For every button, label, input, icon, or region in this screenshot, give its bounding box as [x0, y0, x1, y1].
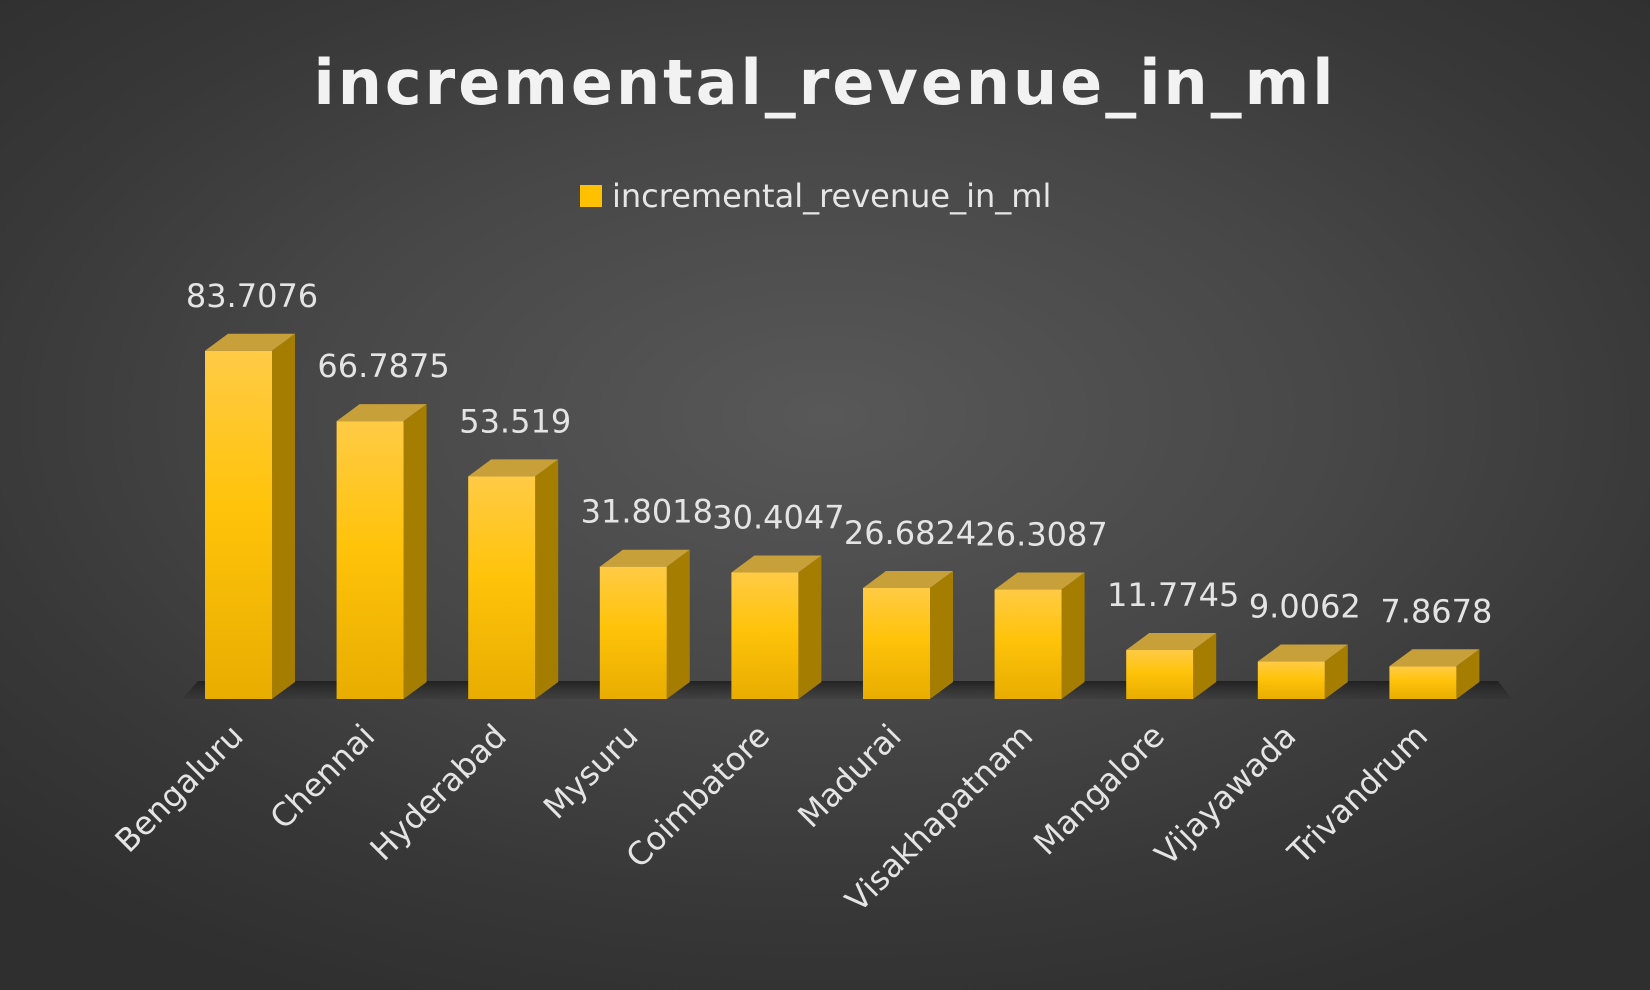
- value-label: 7.8678: [1380, 592, 1492, 630]
- value-label: 53.519: [459, 402, 571, 440]
- bar-coimbatore: [731, 555, 822, 699]
- bar-vijayawada: [1257, 644, 1348, 699]
- bar-front: [1257, 661, 1325, 699]
- bar-front: [994, 589, 1062, 699]
- category-label: Hyderabad: [363, 717, 514, 868]
- category-label: Madurai: [790, 717, 908, 835]
- bar-top: [1389, 649, 1480, 667]
- category-label: Mysuru: [536, 717, 646, 827]
- bar-front: [205, 350, 272, 699]
- bar-front: [336, 421, 404, 699]
- value-label: 26.6824: [844, 514, 976, 552]
- bar-chennai: [336, 404, 427, 699]
- legend-label: incremental_revenue_in_ml: [612, 177, 1051, 215]
- legend-swatch: [580, 185, 602, 207]
- bar-top: [731, 555, 822, 573]
- bar-front: [731, 572, 799, 699]
- bar-side: [1456, 649, 1480, 699]
- bar-trivandrum: [1389, 649, 1480, 699]
- value-label: 26.3087: [975, 516, 1107, 554]
- bar-side: [1193, 633, 1217, 699]
- value-label: 30.4047: [712, 499, 844, 537]
- category-label: Bengaluru: [108, 717, 251, 860]
- bar-mysuru: [599, 549, 690, 699]
- bar-front: [599, 566, 667, 699]
- value-label: 83.7076: [186, 277, 318, 315]
- category-label: Chennai: [262, 717, 382, 837]
- bar-hyderabad: [468, 459, 559, 699]
- value-label: 66.7875: [317, 347, 449, 385]
- bar-top: [1126, 633, 1217, 651]
- bar-front: [1126, 650, 1194, 699]
- category-label: Trivandrum: [1280, 717, 1435, 872]
- bar-top: [205, 333, 295, 351]
- category-label: Vijayawada: [1147, 717, 1303, 873]
- value-label: 11.7745: [1107, 576, 1239, 614]
- bar-side: [535, 459, 559, 699]
- bar-visakhapatnam: [994, 572, 1085, 699]
- bar-bengaluru: [205, 333, 295, 699]
- bar-top: [1257, 644, 1348, 662]
- bars: [205, 333, 1480, 699]
- bar-side: [798, 555, 822, 699]
- bar-side: [272, 333, 295, 699]
- bar-side: [930, 571, 953, 699]
- value-label: 31.8018: [581, 493, 713, 531]
- bar-top: [599, 549, 690, 567]
- bar-top: [994, 572, 1085, 590]
- bar-front: [1389, 666, 1457, 699]
- bar-top: [468, 459, 559, 477]
- bar-mangalore: [1126, 633, 1217, 699]
- chart-title: incremental_revenue_in_ml: [314, 46, 1337, 119]
- bar-side: [1324, 644, 1348, 699]
- bar-side: [1061, 572, 1085, 699]
- bar-front: [468, 476, 536, 699]
- bar-front: [863, 588, 930, 699]
- bar-madurai: [863, 571, 953, 699]
- bar-top: [336, 404, 427, 422]
- value-labels: 83.7076 66.7875 53.519 31.8018 30.4047 26.682…: [186, 277, 1493, 630]
- bar-side: [403, 404, 427, 699]
- bar-top: [863, 571, 953, 589]
- bar-side: [666, 549, 690, 699]
- value-label: 9.0062: [1249, 588, 1361, 626]
- category-label: Mangalore: [1026, 717, 1172, 863]
- legend: incremental_revenue_in_ml: [580, 177, 1051, 215]
